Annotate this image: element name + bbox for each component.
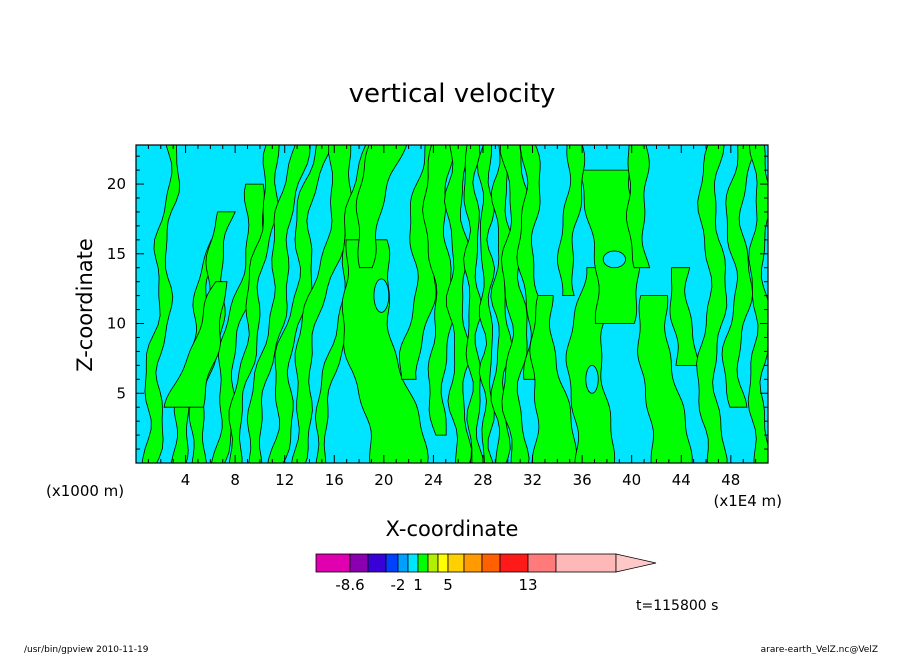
velocity-band (267, 145, 333, 463)
velocity-island (585, 364, 599, 394)
velocity-band (141, 145, 180, 463)
colorbar-swatch (437, 553, 449, 573)
velocity-band (721, 145, 756, 408)
x-axis: 4 8 12 16 20 24 28 32 36 40 44 48 (147, 145, 757, 489)
colorbar-swatch (397, 553, 409, 573)
colorbar-swatch (447, 553, 465, 573)
colorbar-label: 13 (518, 576, 537, 594)
colorbar-swatch (481, 553, 501, 573)
velocity-band (490, 145, 515, 463)
velocity-band (291, 145, 353, 463)
colorbar (315, 553, 657, 573)
colorbar-label: 1 (413, 576, 423, 594)
velocity-band (637, 295, 693, 463)
x-axis-label: X-coordinate (386, 517, 519, 541)
x-tick-label: 16 (325, 471, 344, 489)
x-tick-label: 8 (230, 471, 240, 489)
colorbar-swatch (407, 553, 419, 573)
x-tick-label: 20 (374, 471, 393, 489)
y-tick-label: 10 (107, 315, 126, 333)
colorbar-swatch (417, 553, 429, 573)
velocity-island (602, 250, 626, 269)
colorbar-swatch (527, 553, 557, 573)
footer-left: /usr/bin/gpview 2010-11-19 (24, 645, 149, 654)
velocity-band (422, 145, 455, 436)
colorbar-arrow (615, 553, 657, 573)
x-tick-label: 40 (622, 471, 641, 489)
colorbar-swatch (349, 553, 369, 573)
x-tick-label: 28 (473, 471, 492, 489)
x-tick-label: 44 (672, 471, 691, 489)
colorbar-swatch (385, 553, 399, 573)
x-tick-label: 48 (721, 471, 740, 489)
velocity-band (696, 145, 728, 463)
colorbar-swatch (499, 553, 529, 573)
colorbar-swatch (315, 553, 351, 573)
colorbar-swatch (555, 553, 617, 573)
colorbar-swatch (463, 553, 483, 573)
velocity-band (246, 145, 311, 463)
chart-title: vertical velocity (349, 79, 556, 109)
velocity-band (211, 183, 266, 463)
x-unit-left: (x1000 m) (46, 482, 124, 500)
x-tick-label: 24 (424, 471, 443, 489)
velocity-band (444, 145, 472, 463)
velocity-island (373, 278, 390, 313)
y-tick-label: 5 (116, 384, 126, 402)
colorbar-swatch (427, 553, 439, 573)
x-tick-label: 36 (573, 471, 592, 489)
velocity-band (398, 145, 449, 380)
velocity-band (228, 145, 280, 463)
x-tick-label: 32 (523, 471, 542, 489)
velocity-band (341, 239, 429, 463)
velocity-band (556, 145, 586, 296)
velocity-band (625, 145, 651, 269)
velocity-band (163, 281, 228, 408)
colorbar-labels: -8.6 -2 1 5 13 (335, 576, 537, 594)
y-axis-label: Z-coordinate (73, 238, 97, 372)
colorbar-label: -8.6 (335, 576, 364, 594)
x-tick-label: 4 (181, 471, 191, 489)
colorbar-swatch (367, 553, 387, 573)
velocity-band (477, 145, 496, 463)
colorbar-label: 5 (443, 576, 453, 594)
plot-frame (135, 144, 769, 464)
plot-area (135, 144, 769, 464)
footer-right: arare-earth_VelZ.nc@VelZ (761, 645, 878, 654)
velocity-band (747, 145, 768, 463)
velocity-band (355, 145, 408, 269)
y-tick-label: 20 (107, 175, 126, 193)
x-unit-right: (x1E4 m) (713, 492, 782, 510)
velocity-band (669, 267, 700, 366)
time-label: t=115800 s (636, 598, 718, 614)
colorbar-label: -2 (391, 576, 406, 594)
y-axis: 5 10 15 20 (107, 155, 768, 450)
x-tick-label: 12 (275, 471, 294, 489)
velocity-band (529, 295, 577, 463)
y-tick-label: 15 (107, 245, 126, 263)
velocity-contour-fill (141, 145, 768, 463)
